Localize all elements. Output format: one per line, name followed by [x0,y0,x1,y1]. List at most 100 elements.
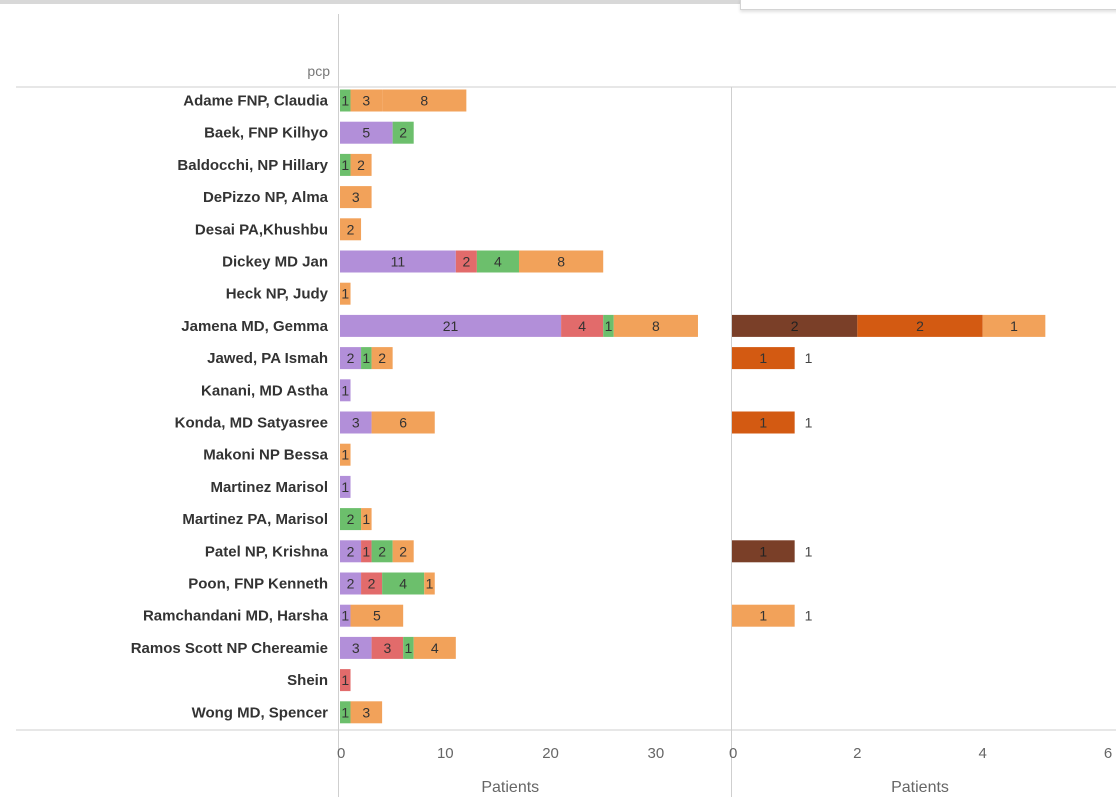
bar-segment-label: 3 [352,189,360,205]
row-label: Makoni NP Bessa [203,447,328,464]
bar-segment [350,604,404,627]
bar-segment [424,572,435,595]
bar-segment [340,701,351,724]
bar-segment [340,153,351,176]
bar-segment [340,121,393,144]
bar-segment-label: 1 [341,286,349,302]
bar-segment-label: 4 [399,576,407,592]
bar-segment [340,282,351,305]
bar-segment [350,89,383,112]
bar-segment-label: 2 [399,125,407,141]
bar-segment-label: 4 [578,318,586,334]
bar-segment [340,89,351,112]
bar-segment-label: 3 [383,640,391,656]
bar-segment [732,314,858,337]
bar-segment [476,250,519,273]
bar-segment-label: 3 [362,704,370,720]
bar-segment [340,314,562,337]
x-tick-label: 0 [337,745,345,762]
x-tick-label: 30 [648,745,665,762]
bar-segment-label: 2 [378,350,386,366]
bar-segment [350,701,383,724]
bar-segment [340,443,351,466]
bar-segment-label: 1 [605,318,613,334]
row-label: Wong MD, Spencer [192,704,329,721]
row-label: Poon, FNP Kenneth [188,576,328,593]
bar-segment [361,508,372,531]
bar-segment [561,314,604,337]
row-label: Jawed, PA Ismah [207,350,328,367]
row-label: Adame FNP, Claudia [183,93,328,110]
bar-segment [732,604,795,627]
bar-segment [392,540,414,563]
bar-segment [361,540,372,563]
row-label: Desai PA,Khushbu [195,221,328,238]
x-axis-title: Patients [891,779,949,796]
row-header-label: pcp [307,63,330,79]
x-tick-label: 10 [437,745,454,762]
top-header-strip [0,0,740,4]
bar-segment-label: 21 [443,318,459,334]
bar-segment-label: 2 [347,511,355,527]
bar-segment-label: 2 [357,157,365,173]
row-label: Shein [287,672,328,689]
bar-segment [340,604,351,627]
bar-total-label: 1 [805,608,813,624]
bar-segment [392,121,414,144]
bar-segment [371,411,435,434]
row-label: Kanani, MD Astha [201,382,329,399]
bar-segment-label: 1 [341,157,349,173]
x-axis-title: Patients [481,779,539,796]
bar-segment-label: 1 [405,640,413,656]
bar-segment [371,347,393,370]
row-label: Baek, FNP Kilhyo [204,125,328,142]
grid-lines [16,14,1116,797]
bar-segment-label: 2 [378,543,386,559]
x-tick-label: 4 [978,745,986,762]
row-label: Patel NP, Krishna [205,543,329,560]
bar-total-label: 1 [805,350,813,366]
bar-segment-label: 4 [494,254,502,270]
bar-segment [732,540,795,563]
bar-segment-label: 2 [347,543,355,559]
bar-segment-label: 2 [347,350,355,366]
bar-segment [340,540,362,563]
bar-segment-label: 8 [557,254,565,270]
row-label: Martinez Marisol [210,479,328,496]
bar-segment-label: 4 [431,640,439,656]
row-label: Heck NP, Judy [226,286,329,303]
bar-segment-label: 1 [362,350,370,366]
bar-segment [413,636,456,659]
x-tick-label: 2 [853,745,861,762]
bar-segment [518,250,604,273]
row-label: Ramos Scott NP Chereamie [131,640,328,657]
row-label: Jamena MD, Gemma [181,318,328,335]
bar-segment-label: 1 [341,608,349,624]
bar-segment-label: 1 [341,704,349,720]
bar-segment-label: 1 [426,576,434,592]
bar-segment-label: 1 [1010,318,1018,334]
bar-segment [340,218,362,241]
bar-segment [340,475,351,498]
bar-segment-label: 2 [347,221,355,237]
bar-segment [340,347,362,370]
bar-segment-label: 1 [759,608,767,624]
bar-segment-label: 2 [399,543,407,559]
bar-segment-label: 1 [341,672,349,688]
row-labels: Adame FNP, Claudia Baek, FNP Kilhyo Baldoc… [131,93,329,722]
axes: 0 10 20 30 Patients 0 2 4 6 Patients [337,745,1112,796]
bar-segment-label: 6 [399,415,407,431]
bar-segment-label: 1 [341,479,349,495]
bar-segment-label: 3 [352,415,360,431]
bar-segment [857,314,983,337]
bar-segment [361,572,383,595]
bar-segment [340,379,351,402]
bar-segment [340,411,372,434]
bar-segment-label: 5 [362,125,370,141]
bar-segment [603,314,614,337]
bar-total-label: 1 [805,415,813,431]
row-label: Dickey MD Jan [222,254,328,271]
bar-segment [613,314,698,337]
